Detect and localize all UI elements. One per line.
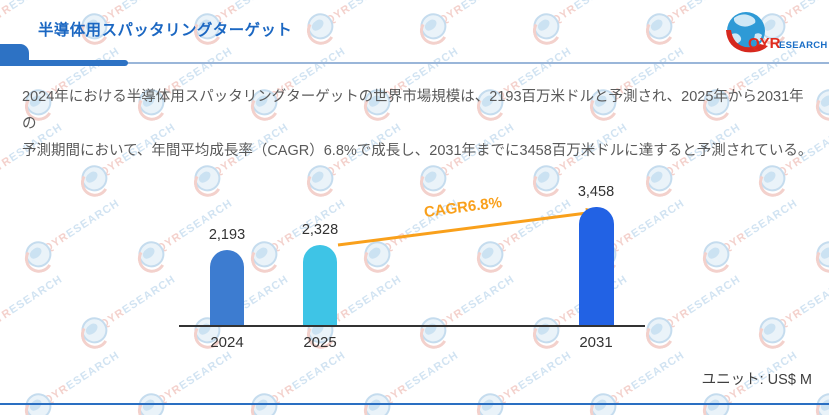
qyresearch-logo: QYR ESEARCH [712, 6, 827, 58]
globe-icon [302, 8, 339, 45]
title-decoration-bar [0, 60, 128, 66]
cagr-growth-arrow [337, 208, 598, 247]
market-summary-paragraph: 2024年における半導体用スパッタリングターゲットの世界市場規模は、2193百万… [22, 84, 814, 165]
watermark-text: QYRESEARCH [436, 0, 517, 27]
globe-icon [472, 388, 509, 415]
summary-line-1: 2024年における半導体用スパッタリングターゲットの世界市場規模は、2193百万… [22, 89, 804, 132]
watermark-text: QYRESEARCH [323, 0, 404, 27]
value-label-2025: 2,328 [301, 222, 339, 238]
axis-label-2024: 2024 [210, 334, 244, 351]
globe-icon [641, 8, 678, 45]
qyresearch-logo-graphic: QYR ESEARCH [726, 12, 827, 53]
logo-text-esearch: ESEARCH [779, 40, 827, 51]
bar-2024 [210, 250, 244, 325]
unit-label: ユニット: US$ M [701, 372, 812, 388]
value-label-2024: 2,193 [208, 227, 246, 243]
footer-divider [0, 403, 829, 405]
globe-icon [811, 388, 829, 415]
value-label-2031: 3,458 [577, 184, 615, 200]
page-title: 半導体用スパッタリングターゲット [38, 22, 293, 39]
globe-icon [359, 388, 396, 415]
globe-icon [415, 8, 452, 45]
summary-line-2: 予測期間において、年間平均成長率（CAGR）6.8%で成長し、2031年までに3… [22, 143, 813, 159]
axis-label-2031: 2031 [579, 334, 613, 351]
globe-icon [528, 8, 565, 45]
bar-2031 [578, 207, 614, 325]
header-divider-line [127, 62, 829, 64]
watermark-logo: QYRESEARCH [299, 0, 430, 50]
watermark-logo: QYRESEARCH [412, 0, 543, 50]
title-decoration-tab [0, 44, 29, 62]
watermark-text: QYRESEARCH [549, 0, 630, 27]
watermark-logo: QYRESEARCH [525, 0, 656, 50]
globe-icon [698, 388, 735, 415]
globe-icon [246, 388, 283, 415]
globe-icon [585, 388, 622, 415]
globe-icon [20, 388, 57, 415]
axis-label-2025: 2025 [303, 334, 337, 351]
logo-text-qyr: QYR [748, 35, 781, 52]
market-size-bar-chart: CAGR6.8% 2,193 2024 2,328 2025 3,458 2031 [0, 168, 829, 363]
logo-swoosh [726, 30, 768, 53]
globe-icon [133, 388, 170, 415]
x-axis-line [179, 325, 645, 327]
globe-icon [811, 84, 829, 121]
bar-2025 [303, 245, 337, 325]
